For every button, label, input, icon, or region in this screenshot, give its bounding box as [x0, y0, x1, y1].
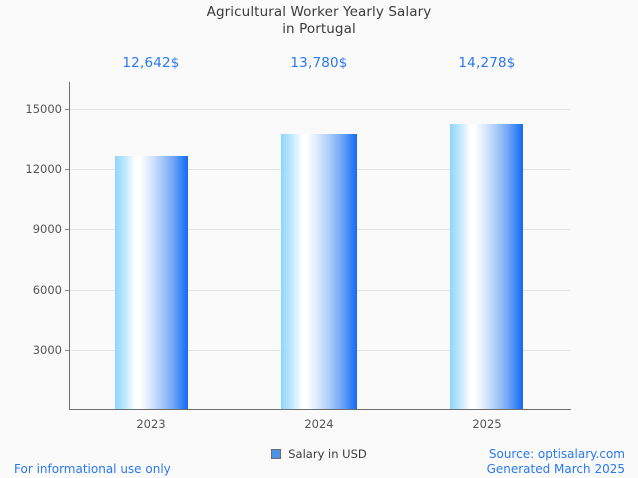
y-axis-tick-label-15000: 15000 [25, 102, 62, 116]
bar-2025[interactable] [450, 124, 523, 410]
bar-value-label-1: 13,780$ [290, 55, 348, 71]
chart-title-line-2: in Portugal [282, 21, 356, 37]
tick-mark-12000 [65, 169, 70, 170]
tick-mark-3000 [65, 350, 70, 351]
disclaimer-text: For informational use only [14, 462, 171, 476]
bar-value-label-0: 12,642$ [122, 55, 180, 71]
chart-legend: Salary in USD [0, 447, 638, 461]
tick-mark-9000 [65, 229, 70, 230]
legend-swatch-salary-in-usd [271, 449, 282, 459]
legend-label-salary-in-usd[interactable]: Salary in USD [288, 447, 367, 461]
gridline-15000 [65, 109, 570, 110]
y-axis-tick-label-12000: 12000 [25, 162, 62, 176]
y-axis-tick-label-6000: 6000 [32, 283, 62, 297]
x-axis-line [69, 409, 571, 411]
bar-value-label-2: 14,278$ [458, 55, 516, 71]
source-text: Source: optisalary.com [488, 447, 625, 461]
generated-date-text: Generated March 2025 [486, 462, 625, 476]
chart-title-line-1: Agricultural Worker Yearly Salary [206, 4, 432, 20]
y-axis-line [69, 82, 70, 410]
tick-mark-15000 [65, 109, 70, 110]
tick-mark-6000 [65, 290, 70, 291]
x-axis-tick-label-2023: 2023 [136, 417, 166, 431]
x-axis-tick-label-2024: 2024 [304, 417, 334, 431]
x-axis-tick-label-2025: 2025 [472, 417, 502, 431]
chart-title: Agricultural Worker Yearly Salary in Por… [0, 4, 638, 38]
y-axis-tick-label-9000: 9000 [32, 222, 62, 236]
plot-area [65, 89, 570, 410]
bar-2024[interactable] [281, 134, 357, 410]
y-axis-tick-label-3000: 3000 [32, 343, 62, 357]
source-block: Source: optisalary.com Generated March 2… [487, 447, 625, 477]
bar-2023[interactable] [115, 156, 188, 410]
